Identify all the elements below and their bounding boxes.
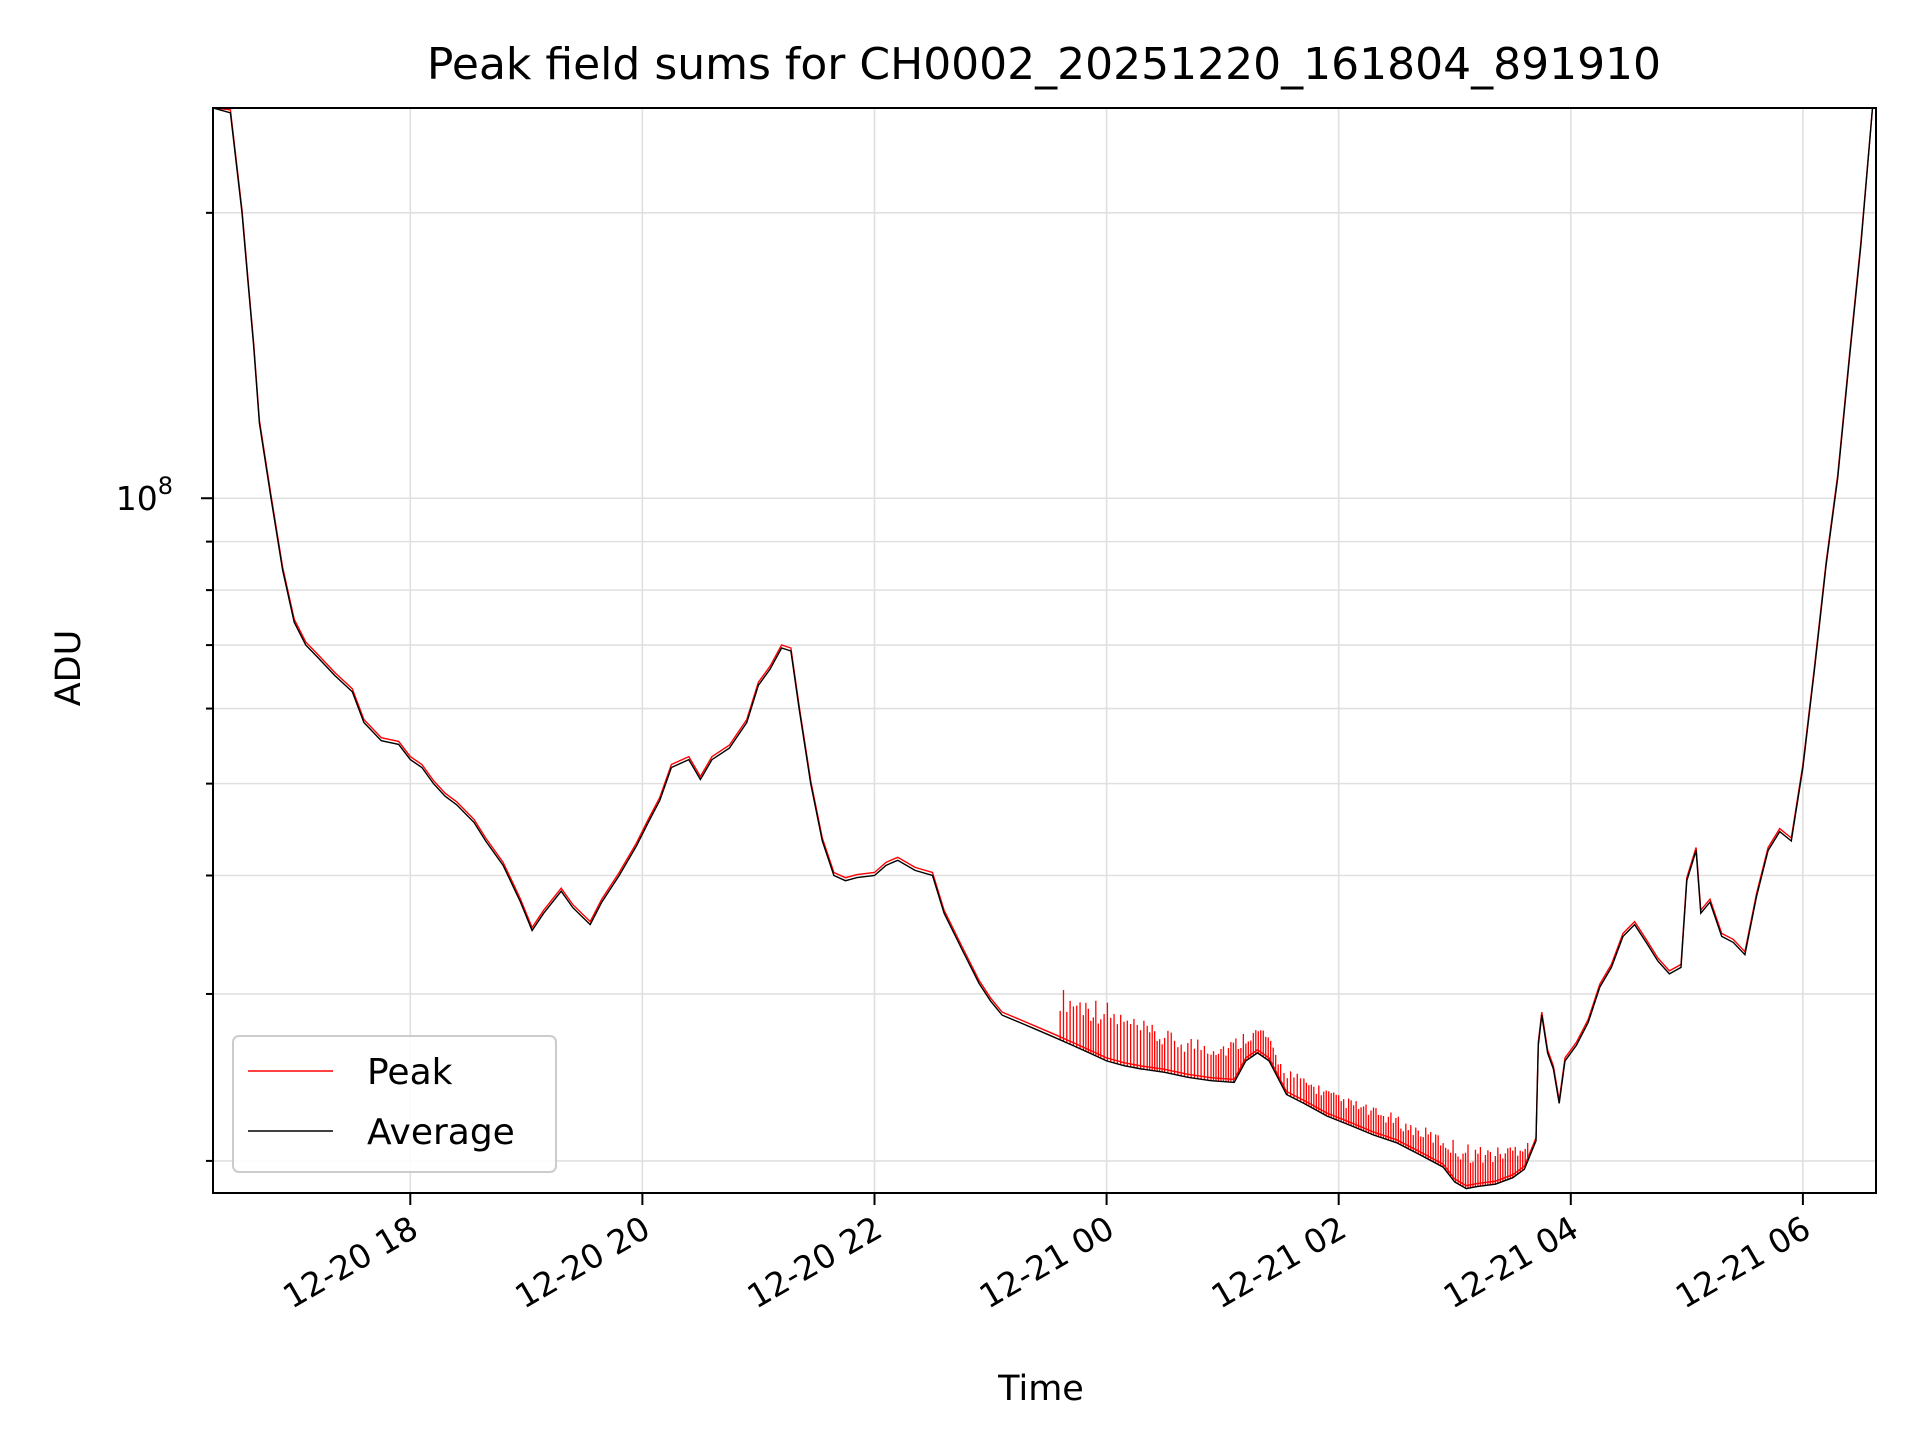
average-series-line [212, 107, 1876, 1190]
axes-frame [212, 107, 1877, 1194]
chart-title: Peak field sums for CH0002_20251220_1618… [427, 39, 1661, 90]
peak-series-line [212, 107, 1876, 1187]
y-axis-ticks: 108 [116, 211, 213, 1162]
legend-peak-label: Peak [367, 1052, 453, 1093]
series-layer [212, 107, 1876, 1190]
legend-box [232, 1035, 557, 1173]
legend-average-label: Average [367, 1112, 515, 1153]
legend: Peak Average [232, 1035, 557, 1173]
y-axis-label: ADU [49, 630, 89, 707]
x-axis-label: Time [997, 1369, 1084, 1409]
y-tick-label: 108 [116, 472, 173, 518]
grid-layer [213, 108, 1876, 1193]
peak-spike-group [1059, 989, 1529, 1189]
